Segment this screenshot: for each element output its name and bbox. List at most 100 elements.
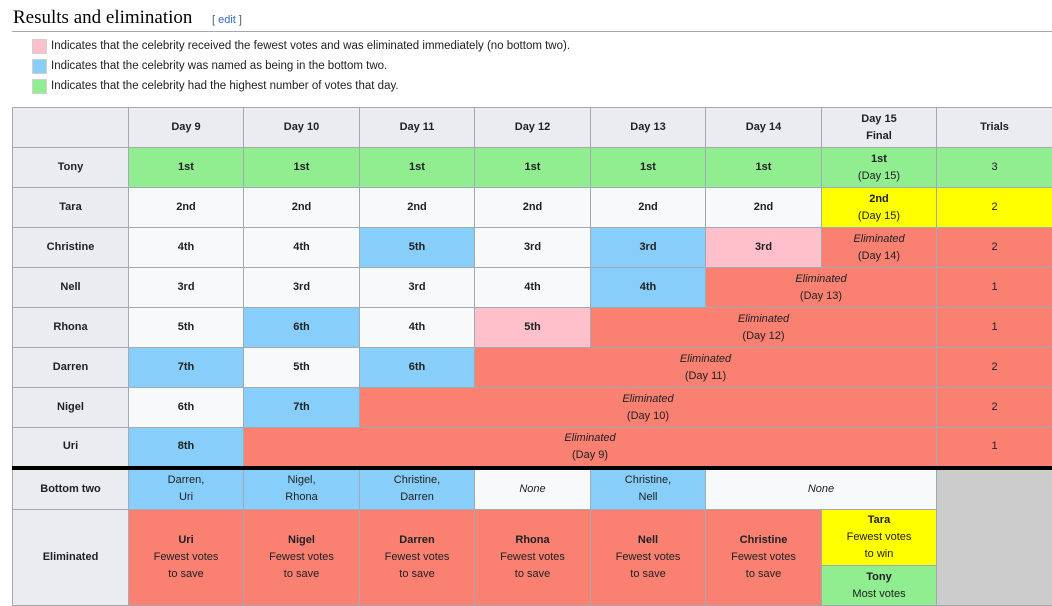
eliminated-cell: Eliminated(Day 11) xyxy=(475,348,937,388)
table-row: Christine 4th 4th 5th 3rd 3rd 3rd Elimin… xyxy=(13,228,1052,268)
table-row: Tara 2nd 2nd 2nd 2nd 2nd 2nd 2nd(Day 15)… xyxy=(13,188,1052,228)
legend-swatch-blue xyxy=(32,59,47,74)
row-name: Rhona xyxy=(13,308,129,348)
section-heading: Results and elimination [ edit ] xyxy=(12,6,1052,32)
bottom-two-row: Bottom two Darren,Uri Nigel,Rhona Christ… xyxy=(13,468,1052,510)
legend-item-pink: Indicates that the celebrity received th… xyxy=(32,38,570,54)
cell: 7th xyxy=(129,348,244,388)
bottom-two-cell: Darren,Uri xyxy=(129,468,244,510)
bottom-two-cell: Nigel,Rhona xyxy=(244,468,360,510)
edit-section: [ edit ] xyxy=(212,14,242,26)
header-day-14: Day 14 xyxy=(706,108,822,148)
eliminated-cell: Eliminated(Day 9) xyxy=(244,428,937,468)
row-name: Tony xyxy=(13,148,129,188)
cell: 3rd xyxy=(244,268,360,308)
cell: 4th xyxy=(129,228,244,268)
row-name: Nigel xyxy=(13,388,129,428)
bottom-two-cell: Christine,Darren xyxy=(360,468,475,510)
legend-text: Indicates that the celebrity was named a… xyxy=(51,60,387,72)
final-cell: 1st(Day 15) xyxy=(822,148,937,188)
results-table: Day 9 Day 10 Day 11 Day 12 Day 13 Day 14… xyxy=(12,107,1052,606)
legend-text: Indicates that the celebrity received th… xyxy=(51,40,570,52)
cell: 3rd xyxy=(475,228,591,268)
header-corner xyxy=(13,108,129,148)
eliminated-cell: Eliminated(Day 14) xyxy=(822,228,937,268)
cell: 4th xyxy=(360,308,475,348)
cell: 2nd xyxy=(475,188,591,228)
table-row: Rhona 5th 6th 4th 5th Eliminated(Day 12)… xyxy=(13,308,1052,348)
bottom-two-cell: None xyxy=(475,468,591,510)
trials-cell: 1 xyxy=(937,428,1052,468)
trials-cell: 2 xyxy=(937,228,1052,268)
final-cell: 2nd(Day 15) xyxy=(822,188,937,228)
table-row: Uri 8th Eliminated(Day 9) 1 xyxy=(13,428,1052,468)
bottom-two-cell: None xyxy=(706,468,937,510)
row-name: Tara xyxy=(13,188,129,228)
cell: 1st xyxy=(475,148,591,188)
eliminated-cell: Eliminated(Day 10) xyxy=(360,388,937,428)
cell: 5th xyxy=(475,308,591,348)
bottom-two-label: Bottom two xyxy=(13,468,129,510)
edit-link[interactable]: edit xyxy=(218,14,236,26)
trials-cell: 2 xyxy=(937,388,1052,428)
table-row: Tony 1st 1st 1st 1st 1st 1st 1st(Day 15)… xyxy=(13,148,1052,188)
trials-blank xyxy=(937,468,1052,606)
cell: 4th xyxy=(591,268,706,308)
header-day-9: Day 9 xyxy=(129,108,244,148)
header-row: Day 9 Day 10 Day 11 Day 12 Day 13 Day 14… xyxy=(13,108,1052,148)
header-trials: Trials xyxy=(937,108,1052,148)
cell: 4th xyxy=(244,228,360,268)
cell: 2nd xyxy=(129,188,244,228)
eliminated-label: Eliminated xyxy=(13,510,129,606)
cell: 1st xyxy=(244,148,360,188)
cell: 2nd xyxy=(244,188,360,228)
legend-item-blue: Indicates that the celebrity was named a… xyxy=(32,58,387,74)
cell: 5th xyxy=(129,308,244,348)
header-day-13: Day 13 xyxy=(591,108,706,148)
header-day-12: Day 12 xyxy=(475,108,591,148)
trials-cell: 3 xyxy=(937,148,1052,188)
cell: 1st xyxy=(706,148,822,188)
cell: 5th xyxy=(360,228,475,268)
legend-item-green: Indicates that the celebrity had the hig… xyxy=(32,78,399,94)
cell: 3rd xyxy=(706,228,822,268)
eliminated-cell: Eliminated(Day 13) xyxy=(706,268,937,308)
cell: 7th xyxy=(244,388,360,428)
section-title: Results and elimination xyxy=(13,7,192,29)
eliminated-cell: Eliminated(Day 12) xyxy=(591,308,937,348)
table-row: Darren 7th 5th 6th Eliminated(Day 11) 2 xyxy=(13,348,1052,388)
cell: 2nd xyxy=(591,188,706,228)
row-name: Uri xyxy=(13,428,129,468)
legend-swatch-green xyxy=(32,79,47,94)
cell: 5th xyxy=(244,348,360,388)
cell: 3rd xyxy=(360,268,475,308)
trials-cell: 2 xyxy=(937,348,1052,388)
row-name: Darren xyxy=(13,348,129,388)
cell: 1st xyxy=(129,148,244,188)
legend-swatch-pink xyxy=(32,39,47,54)
row-name: Christine xyxy=(13,228,129,268)
cell: 1st xyxy=(360,148,475,188)
trials-cell: 1 xyxy=(937,308,1052,348)
cell: 6th xyxy=(244,308,360,348)
cell: 6th xyxy=(129,388,244,428)
cell: 2nd xyxy=(360,188,475,228)
table-row: Nell 3rd 3rd 3rd 4th 4th Eliminated(Day … xyxy=(13,268,1052,308)
cell: 6th xyxy=(360,348,475,388)
trials-cell: 2 xyxy=(937,188,1052,228)
cell: 8th xyxy=(129,428,244,468)
row-name: Nell xyxy=(13,268,129,308)
cell: 2nd xyxy=(706,188,822,228)
header-day-10: Day 10 xyxy=(244,108,360,148)
legend-text: Indicates that the celebrity had the hig… xyxy=(51,80,399,92)
header-day-11: Day 11 xyxy=(360,108,475,148)
